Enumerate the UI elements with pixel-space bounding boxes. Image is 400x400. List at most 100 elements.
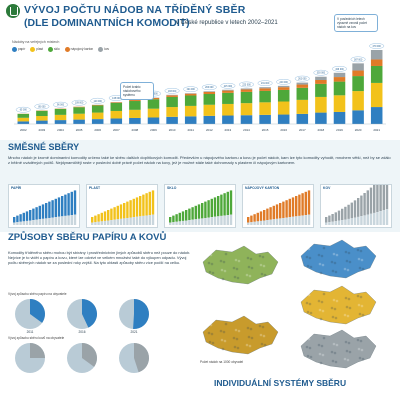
map-dot: [261, 255, 265, 259]
mini-bar-secondary: [250, 222, 253, 225]
map-dot: [357, 303, 361, 307]
mini-chart-3: NÁPOJOVÝ KARTON: [242, 184, 314, 228]
total-label: 109 000: [75, 103, 84, 105]
mini-chart-svg: [247, 190, 311, 225]
maps-panel: Počet nádob na 1000 obyvatel: [198, 232, 394, 372]
mini-bar-secondary: [379, 211, 382, 225]
map-dot: [259, 333, 263, 337]
mini-bar-secondary: [266, 220, 269, 225]
bar-segment-sklo-2017: [296, 87, 309, 100]
bar-segment-papír-2014: [240, 115, 253, 124]
mini-bar: [379, 185, 382, 212]
map-dot: [236, 346, 240, 350]
bar-segment-plast-2018: [315, 96, 327, 113]
mini-bar: [67, 193, 70, 216]
map-dot: [331, 359, 335, 363]
map-dot: [330, 260, 334, 264]
map-dot: [245, 273, 249, 277]
mini-bar-secondary: [204, 217, 207, 225]
mini-bar: [94, 215, 97, 223]
bar-segment-plast-2019: [333, 95, 346, 112]
mini-bar: [51, 200, 54, 218]
mini-bar-secondary: [256, 221, 259, 225]
mini-bar-secondary: [188, 220, 191, 225]
bar-segment-sklo-2016: [277, 89, 290, 102]
bar-segment-plast-2012: [203, 104, 216, 116]
bar-segment-papír-2018: [315, 112, 327, 124]
bar-segment-kov-2017: [296, 82, 309, 85]
map-dot: [360, 258, 364, 262]
mini-bar: [19, 214, 22, 222]
mini-bar-secondary: [337, 220, 341, 225]
map-dot: [321, 309, 325, 313]
bar-segment-papír-2009: [147, 117, 160, 124]
bar-segment-nápojový karton-2013: [222, 90, 234, 93]
bar-segment-sklo-2013: [222, 92, 234, 104]
map-dot: [333, 351, 337, 355]
mini-bar-secondary: [331, 221, 334, 225]
mini-bar: [100, 212, 103, 222]
mini-bar-secondary: [151, 214, 155, 225]
callout-right-text: V posledních letech výrazně vzrostl poče…: [337, 17, 367, 29]
pie-paper-2016-slice: [82, 299, 98, 328]
map-dot: [335, 299, 339, 303]
map-dot: [309, 311, 313, 315]
map-dot: [305, 255, 309, 259]
mini-bar-secondary: [110, 220, 113, 225]
map-dot: [344, 296, 348, 300]
mini-bar: [247, 217, 250, 223]
mini-bar-secondary: [185, 220, 188, 225]
map-dot: [358, 266, 362, 270]
mini-bar: [139, 196, 142, 217]
mini-bar-secondary: [353, 217, 357, 225]
map-dot: [235, 337, 239, 341]
mini-bar: [301, 193, 304, 216]
map-dot: [356, 248, 360, 252]
map-dot: [309, 265, 313, 269]
map-dot: [245, 343, 249, 347]
mini-chart-title: SKLO: [167, 186, 177, 190]
bar-segment-nápojový karton-2011: [184, 93, 197, 96]
region-map-0: [202, 245, 279, 285]
mini-bar-secondary: [272, 219, 275, 225]
bar-segment-papír-2017: [296, 113, 309, 124]
mini-bar-secondary: [288, 217, 291, 225]
mini-bar-secondary: [172, 222, 175, 225]
bar-segment-kov-2018: [315, 76, 327, 80]
mini-bar-secondary: [366, 214, 369, 225]
map-dot: [246, 256, 250, 260]
mini-bar: [291, 197, 295, 217]
mini-bar: [331, 214, 334, 222]
mini-bar-secondary: [107, 220, 110, 225]
map-dot: [206, 322, 210, 326]
map-dot: [343, 357, 347, 361]
x-tick-label: 2018: [318, 128, 325, 132]
map-dot: [248, 344, 252, 348]
mini-bar-secondary: [376, 212, 379, 225]
mini-bar: [145, 193, 148, 216]
map-dot: [249, 257, 253, 261]
mini-bar: [337, 210, 341, 221]
map-dot: [347, 297, 351, 301]
bar-segment-plast-2021: [370, 82, 383, 108]
mini-bar-secondary: [38, 219, 41, 225]
map-dot: [305, 345, 309, 349]
mini-bar: [217, 196, 220, 217]
mini-bar-secondary: [201, 218, 204, 225]
map-dot: [344, 340, 348, 344]
bar-segment-nápojový karton-2008: [129, 100, 141, 102]
mini-bar: [307, 190, 311, 215]
x-tick-label: 2008: [132, 128, 139, 132]
total-label: 479 000: [373, 46, 382, 48]
mini-bar-secondary: [301, 215, 304, 225]
x-tick-label: 2020: [355, 128, 362, 132]
map-dot: [258, 324, 262, 328]
map-dot: [319, 271, 323, 275]
bar-segment-papír-2007: [110, 118, 123, 124]
maps-svg: [202, 239, 377, 369]
mini-bar: [382, 185, 385, 211]
map-dot: [320, 344, 324, 348]
callout-mid-text: Počet krabic nádobového systému: [123, 85, 141, 97]
mini-chart-svg: [91, 190, 155, 225]
mini-bar: [103, 211, 107, 221]
